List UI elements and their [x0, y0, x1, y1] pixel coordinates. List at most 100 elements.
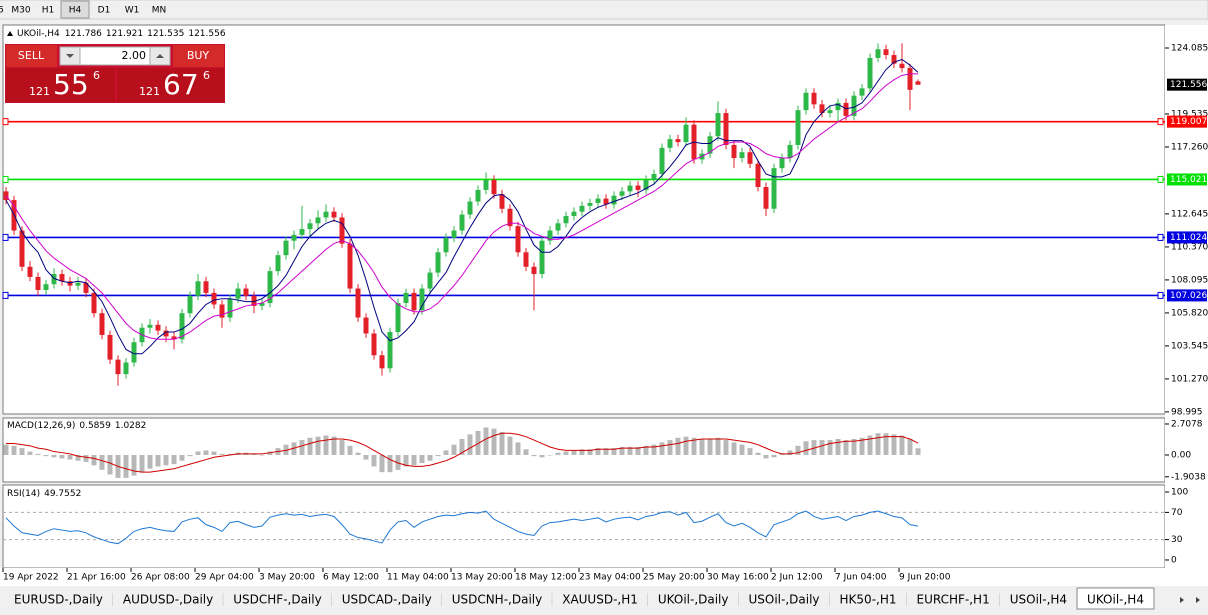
tab[interactable]: [738, 590, 830, 608]
tab-label[interactable]: UKOil-,Daily: [658, 593, 729, 607]
sell-label[interactable]: SELL: [18, 49, 45, 62]
candle-body: [155, 324, 161, 331]
macd-bar: [643, 445, 649, 455]
tab[interactable]: [441, 590, 553, 608]
candle-body: [267, 271, 273, 304]
timeframe-label[interactable]: 5: [0, 6, 4, 16]
timeframe-label[interactable]: MN: [152, 6, 167, 16]
macd-bar: [267, 451, 273, 455]
tab-label[interactable]: USDCHF-,Daily: [233, 593, 321, 607]
level-handle[interactable]: [1157, 233, 1164, 241]
candle-body: [187, 295, 193, 314]
candle-body: [555, 223, 561, 231]
rsi-line: [5, 510, 919, 545]
macd-bar: [299, 440, 305, 455]
timeframe-label[interactable]: H1: [42, 6, 55, 16]
candle-body: [387, 332, 393, 369]
timeframe-active[interactable]: [60, 0, 90, 19]
tab-label[interactable]: EURUSD-,Daily: [14, 593, 103, 607]
tab[interactable]: [647, 590, 739, 608]
candle-body: [707, 136, 713, 154]
macd-bar: [155, 454, 161, 467]
macd-bar: [843, 440, 849, 455]
timeframe-label[interactable]: H4: [69, 6, 82, 16]
tab-active[interactable]: [1076, 587, 1155, 610]
candle-body: [459, 214, 465, 231]
macd-bar: [251, 453, 257, 455]
timeframe-button[interactable]: [90, 1, 118, 18]
timeframe-button[interactable]: [119, 1, 145, 18]
macd-bar: [667, 440, 673, 455]
level-handle[interactable]: [2, 233, 9, 241]
tab[interactable]: [829, 590, 907, 608]
sell-price-small: 6: [93, 69, 100, 82]
tab-label[interactable]: HK50-,H1: [840, 593, 897, 607]
tab[interactable]: [999, 590, 1078, 608]
level-handle[interactable]: [1157, 175, 1164, 183]
level-handle[interactable]: [1157, 118, 1164, 126]
candle-body: [99, 313, 105, 335]
tab[interactable]: [906, 590, 1000, 608]
sell-button[interactable]: [6, 45, 57, 67]
candle-body: [395, 303, 401, 333]
timeframe-label[interactable]: M30: [11, 6, 30, 16]
candle-body: [171, 336, 177, 340]
buy-button[interactable]: [173, 45, 224, 67]
sell-price-prefix: 121: [29, 85, 50, 98]
tab[interactable]: [4, 590, 113, 608]
tab[interactable]: [223, 590, 332, 608]
candle-body: [507, 208, 513, 227]
sell-price-box[interactable]: [6, 68, 115, 102]
tab-label[interactable]: USDCAD-,Daily: [342, 593, 432, 607]
timeframe-button[interactable]: [0, 1, 6, 18]
tab-label[interactable]: XAUUSD-,H1: [562, 593, 638, 607]
macd-bar: [587, 449, 593, 455]
timeframe-label[interactable]: W1: [125, 6, 140, 16]
candle-body: [859, 88, 865, 96]
tab[interactable]: [112, 590, 224, 608]
level-label-bg: [1167, 289, 1207, 302]
y-tick-label: 0.00: [1171, 450, 1191, 460]
candle-body: [715, 113, 721, 137]
tab-label[interactable]: EURCHF-,H1: [917, 593, 990, 607]
tab-scroll[interactable]: [1180, 597, 1200, 603]
timeframe-button[interactable]: [36, 1, 60, 18]
level-handle[interactable]: [2, 175, 9, 183]
x-tick-label: 21 Apr 16:00: [67, 573, 126, 583]
macd-bar: [611, 448, 617, 455]
x-tick-label: 18 May 12:00: [515, 573, 577, 583]
tab-label[interactable]: USDCNH-,Daily: [452, 593, 543, 607]
tab-label[interactable]: USOil-,H4: [1010, 593, 1067, 607]
candle-body: [515, 226, 521, 253]
timeframe-label[interactable]: D1: [98, 6, 111, 16]
candle-body: [83, 282, 89, 293]
buy-label[interactable]: BUY: [187, 49, 210, 62]
candle-body: [211, 292, 217, 305]
level-handle[interactable]: [2, 291, 9, 299]
lot-value[interactable]: 2.00: [122, 49, 147, 62]
candle-body: [915, 81, 921, 85]
macd-value: 0.5859: [79, 421, 111, 431]
tab[interactable]: [331, 590, 442, 608]
macd-bar: [563, 451, 569, 455]
macd-bar: [835, 438, 841, 455]
macd-bar: [723, 440, 729, 455]
macd-bar: [283, 444, 289, 455]
collapse-icon[interactable]: [7, 31, 13, 36]
level-handle[interactable]: [1157, 291, 1164, 299]
timeframe-button[interactable]: [7, 1, 35, 18]
candle-body: [475, 189, 481, 202]
level-handle[interactable]: [2, 118, 9, 126]
macd-bar: [91, 454, 97, 466]
tab-label[interactable]: UKOil-,H4: [1087, 593, 1144, 607]
macd-bar: [715, 437, 721, 455]
rsi-label: RSI(14): [7, 489, 40, 499]
tab-label[interactable]: AUDUSD-,Daily: [123, 593, 213, 607]
candle-body: [67, 281, 73, 286]
buy-price-box[interactable]: [117, 68, 224, 102]
macd-bar: [339, 440, 345, 455]
tab[interactable]: [552, 590, 648, 608]
tab-label[interactable]: USOil-,Daily: [749, 593, 820, 607]
macd-bar: [859, 437, 865, 455]
timeframe-button[interactable]: [146, 1, 172, 18]
